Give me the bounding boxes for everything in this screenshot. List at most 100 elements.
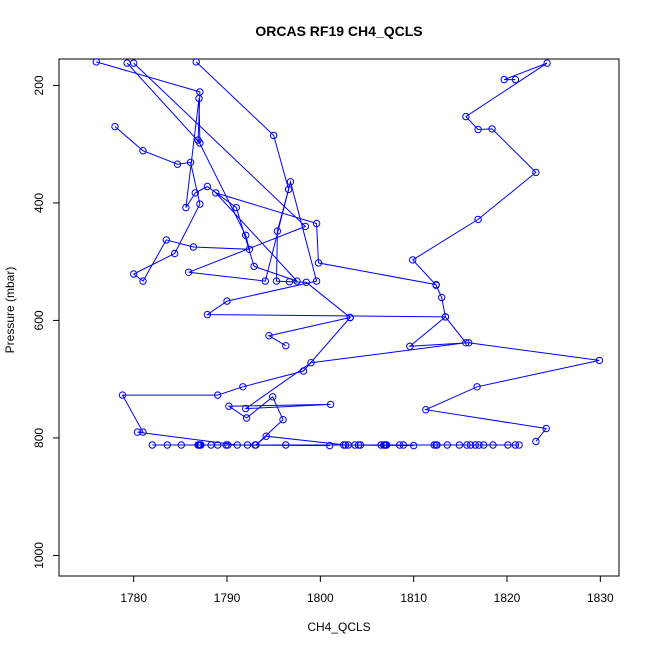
data-point (463, 441, 471, 449)
data-point (488, 125, 496, 133)
data-point (430, 441, 438, 449)
data-point (195, 94, 203, 103)
data-point (232, 203, 241, 212)
data-point (489, 441, 497, 449)
data-point (282, 441, 290, 449)
data-point (139, 277, 147, 285)
data-point (410, 441, 418, 450)
data-point (441, 313, 450, 321)
data-point (192, 58, 200, 66)
data-point (284, 185, 293, 194)
data-point (272, 277, 281, 285)
data-point (243, 441, 252, 449)
x-tick-label: 1780 (120, 591, 147, 605)
data-point (177, 441, 186, 449)
data-point (185, 268, 193, 276)
chart-title: ORCAS RF19 CH4_QCLS (255, 23, 422, 39)
data-point (212, 189, 220, 197)
data-point (224, 441, 232, 449)
data-point (504, 441, 512, 449)
data-point (182, 203, 190, 212)
data-point (242, 414, 251, 422)
data-point (197, 441, 205, 449)
data-point (543, 59, 551, 67)
data-series (130, 59, 470, 450)
data-point (225, 402, 233, 410)
data-point (480, 441, 488, 449)
data-point (474, 125, 482, 134)
series-line (408, 62, 600, 442)
y-axis-label: Pressure (mbar) (3, 267, 17, 354)
data-point (189, 243, 198, 251)
data-point (466, 441, 475, 449)
data-point (214, 441, 222, 449)
data-point (163, 441, 172, 449)
data-point (307, 359, 315, 367)
data-point (239, 383, 247, 391)
data-point (92, 58, 101, 66)
data-series (123, 59, 440, 289)
data-point (462, 112, 470, 121)
data-point (354, 441, 363, 449)
data-point (314, 259, 323, 267)
data-point (293, 277, 301, 285)
data-point (312, 277, 321, 285)
data-point (111, 122, 119, 131)
y-axis: 200 400 600 800 1000 (32, 75, 59, 569)
data-point (173, 160, 182, 168)
data-point (422, 406, 430, 414)
series-line (267, 317, 351, 347)
data-point (162, 236, 171, 244)
plot-frame (58, 58, 620, 577)
data-point (532, 437, 540, 446)
series-line (126, 62, 437, 286)
data-point (326, 441, 334, 450)
data-point (542, 424, 550, 433)
data-point (500, 75, 508, 84)
series-line (96, 61, 251, 282)
x-tick-label: 1800 (307, 591, 334, 605)
data-point (118, 391, 127, 399)
y-tick-label: 400 (32, 193, 46, 213)
data-point (265, 332, 273, 340)
data-point (282, 342, 290, 350)
data-point (214, 391, 222, 399)
x-tick-label: 1790 (214, 591, 241, 605)
data-point (433, 441, 441, 449)
data-point (595, 356, 604, 365)
data-point (171, 249, 179, 258)
data-point (473, 383, 481, 391)
x-tick-label: 1810 (400, 591, 427, 605)
data-point (139, 147, 147, 155)
data-point (462, 339, 470, 347)
data-point (351, 441, 359, 449)
data-point (356, 441, 365, 449)
data-series (265, 313, 354, 350)
x-axis-label: CH4_QCLS (307, 620, 370, 634)
y-tick-label: 200 (32, 75, 46, 95)
x-axis: 1780 1790 1800 1810 1820 1830 (120, 576, 614, 605)
data-point (474, 215, 482, 224)
series-layer (92, 58, 604, 450)
data-point (148, 441, 157, 449)
data-point (438, 293, 446, 302)
data-point (196, 200, 204, 208)
data-point (340, 441, 348, 449)
data-point (312, 219, 321, 228)
y-tick-label: 800 (32, 428, 46, 448)
y-tick-label: 1000 (32, 542, 46, 569)
data-point (191, 189, 200, 197)
data-point (130, 270, 138, 278)
data-point (203, 310, 212, 319)
data-point (262, 432, 270, 440)
x-tick-label: 1820 (494, 591, 521, 605)
data-point (443, 441, 451, 449)
data-point (471, 441, 479, 449)
data-point (279, 416, 287, 424)
data-point (326, 400, 335, 409)
data-point (139, 428, 147, 436)
data-point (286, 178, 295, 186)
data-point (203, 182, 212, 191)
